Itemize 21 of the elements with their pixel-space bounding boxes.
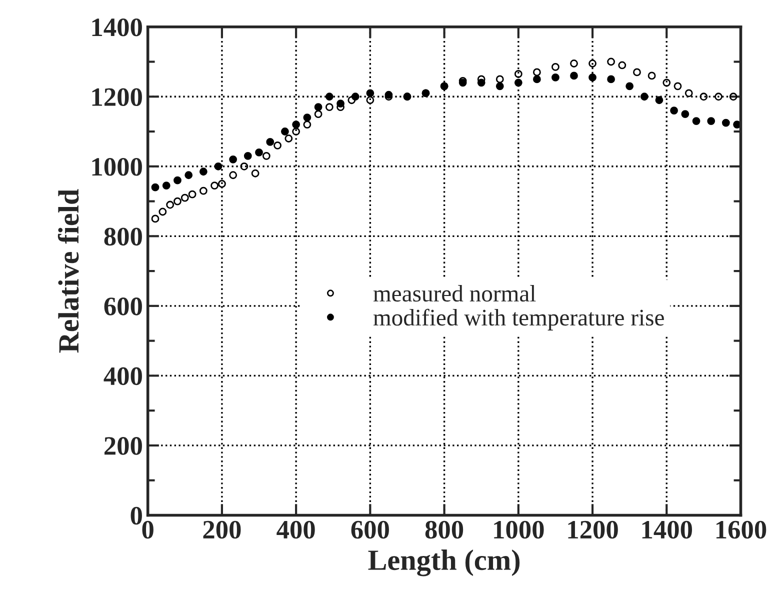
x-tick-label: 400 xyxy=(276,520,315,539)
y-tick-label: 200 xyxy=(104,437,142,455)
y-tick-label: 400 xyxy=(104,367,142,386)
x-tick-label: 200 xyxy=(203,520,241,539)
x-tick-label: 600 xyxy=(351,520,389,539)
y-tick-label: 600 xyxy=(104,298,142,316)
x-tick-label: 800 xyxy=(425,520,464,539)
x-tick-label: 1400 xyxy=(642,520,692,539)
y-tick-label: 1400 xyxy=(92,18,142,36)
y-axis-title: Relative field xyxy=(58,189,79,353)
x-tick-label: 1600 xyxy=(716,520,766,539)
legend-label: measured normal xyxy=(373,285,536,302)
y-tick-label: 0 xyxy=(130,506,142,525)
y-tick-label: 1200 xyxy=(92,88,142,106)
x-tick-label: 1200 xyxy=(568,520,618,539)
y-tick-label: 1000 xyxy=(92,158,142,176)
x-tick-label: 0 xyxy=(142,520,154,539)
y-tick-label: 800 xyxy=(104,228,142,246)
legend-label: modified with temperature rise xyxy=(373,308,664,330)
x-axis-title: Length (cm) xyxy=(368,550,520,576)
x-tick-label: 1000 xyxy=(494,520,544,539)
